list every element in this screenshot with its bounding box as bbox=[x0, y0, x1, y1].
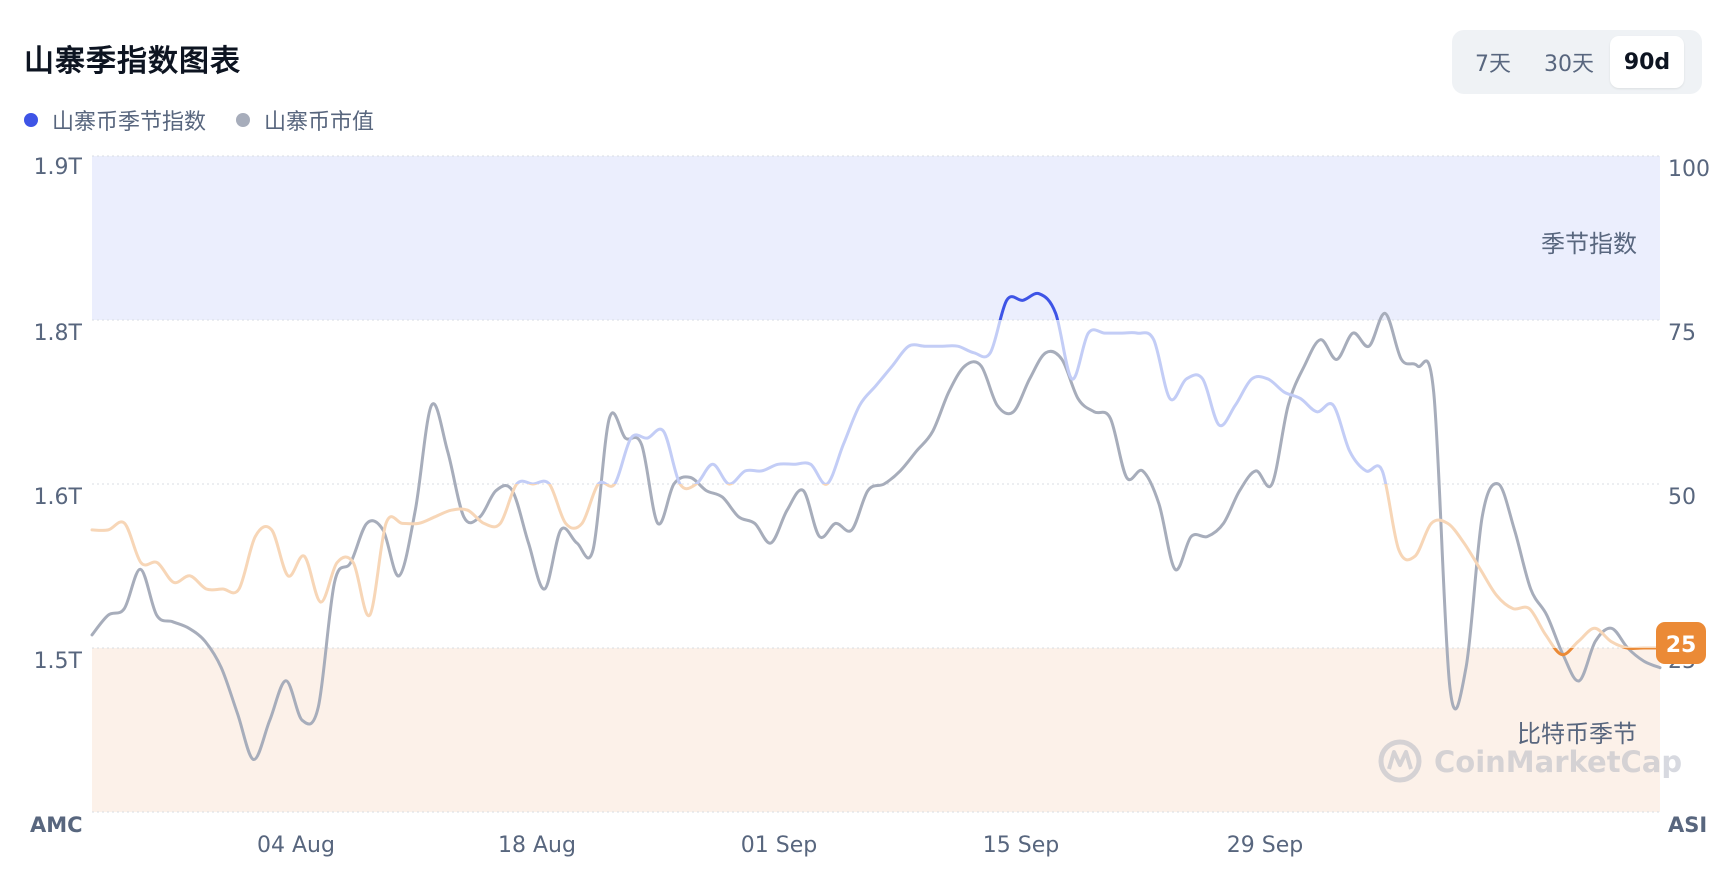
gridlines bbox=[92, 155, 1660, 813]
altseason-index-line-bitcoin-season bbox=[1552, 648, 1662, 657]
watermark-text: CoinMarketCap bbox=[1434, 745, 1682, 779]
x-tick-label: 04 Aug bbox=[257, 833, 335, 858]
altseason-index-line-light-blue bbox=[514, 320, 1388, 484]
altseason-zone-label: 季节指数 bbox=[1541, 230, 1637, 258]
current-value-label: 25 bbox=[1666, 633, 1697, 658]
current-value-badge: 25 bbox=[1656, 622, 1706, 664]
legend-item-altcoin-marketcap[interactable]: 山寨币市值 bbox=[236, 104, 374, 136]
altcoin-marketcap-line bbox=[90, 311, 1662, 761]
range-7d-button[interactable]: 7天 bbox=[1475, 52, 1511, 77]
legend-dot-icon bbox=[236, 113, 251, 127]
left-tick-label: 1.8T bbox=[34, 321, 83, 346]
x-tick-label: 18 Aug bbox=[498, 833, 576, 858]
time-range-selector: 7天 30天 90d bbox=[1452, 30, 1702, 94]
altseason-index-line-light-orange bbox=[90, 484, 1662, 648]
range-30d-button[interactable]: 30天 bbox=[1544, 52, 1594, 77]
left-tick-label: 1.5T bbox=[34, 649, 83, 674]
left-tick-label: 1.9T bbox=[34, 155, 83, 180]
bitcoin-season-zone bbox=[92, 648, 1660, 812]
bitcoin-season-zone-label: 比特币季节 bbox=[1517, 720, 1637, 748]
right-tick-label: 100 bbox=[1668, 157, 1710, 182]
series-layer bbox=[90, 291, 1662, 761]
x-tick-label: 15 Sep bbox=[983, 833, 1059, 858]
x-tick-label: 29 Sep bbox=[1227, 833, 1303, 858]
right-tick-label: 75 bbox=[1668, 321, 1696, 346]
chart-legend: 山寨币季节指数 山寨币市值 bbox=[24, 104, 404, 136]
legend-item-altseason-index[interactable]: 山寨币季节指数 bbox=[24, 104, 206, 136]
coinmarketcap-logo-icon bbox=[1378, 739, 1422, 783]
range-90d-button[interactable]: 90d bbox=[1610, 36, 1684, 88]
legend-label: 山寨币季节指数 bbox=[52, 110, 207, 135]
legend-label: 山寨币市值 bbox=[264, 110, 375, 135]
legend-dot-icon bbox=[24, 113, 38, 127]
right-tick-label: 50 bbox=[1668, 485, 1696, 510]
altseason-zone bbox=[92, 156, 1660, 320]
right-axis-title: ASI bbox=[1668, 813, 1707, 837]
left-tick-label: 1.6T bbox=[34, 485, 83, 510]
altseason-index-line-altseason bbox=[998, 291, 1060, 320]
watermark: CoinMarketCap bbox=[1378, 739, 1682, 783]
left-axis-title: AMC bbox=[30, 813, 83, 837]
x-tick-label: 01 Sep bbox=[741, 833, 817, 858]
page-title: 山寨季指数图表 bbox=[24, 44, 241, 79]
